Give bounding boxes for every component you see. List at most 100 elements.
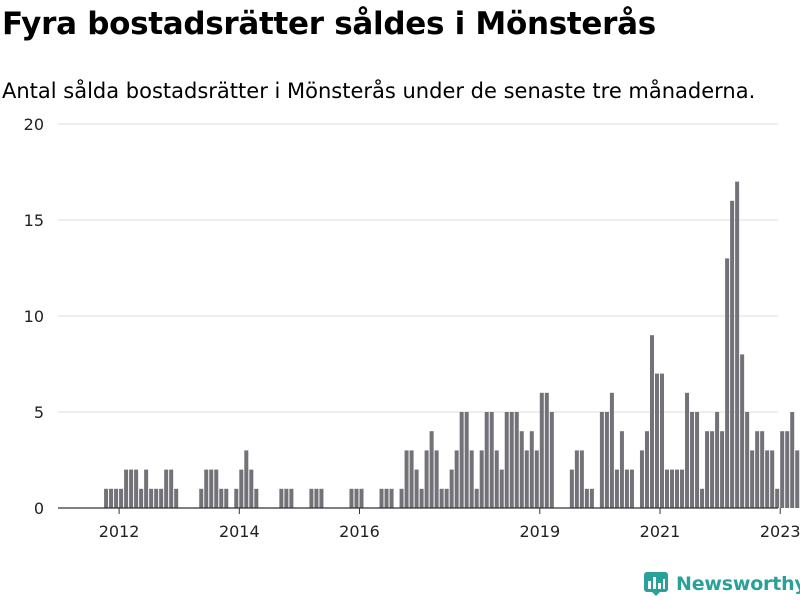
brand-name: Newsworthy bbox=[676, 573, 800, 595]
bar bbox=[509, 412, 514, 508]
bar bbox=[760, 431, 765, 508]
y-tick-label: 5 bbox=[34, 403, 44, 422]
bar bbox=[249, 469, 254, 508]
bar bbox=[459, 412, 464, 508]
bar bbox=[214, 469, 219, 508]
bar bbox=[750, 450, 755, 508]
bar bbox=[589, 488, 594, 508]
bar bbox=[239, 469, 244, 508]
newsworthy-logo-icon bbox=[644, 572, 668, 596]
bar bbox=[144, 469, 149, 508]
bar bbox=[579, 450, 584, 508]
bar bbox=[735, 181, 740, 508]
bar bbox=[619, 431, 624, 508]
bar bbox=[414, 469, 419, 508]
bar bbox=[574, 450, 579, 508]
bar bbox=[409, 450, 414, 508]
bar bbox=[309, 488, 314, 508]
y-tick-label: 20 bbox=[24, 115, 44, 134]
bar bbox=[654, 373, 659, 508]
bar bbox=[429, 431, 434, 508]
bar bbox=[379, 488, 384, 508]
bar bbox=[404, 450, 409, 508]
bar bbox=[359, 488, 364, 508]
bar bbox=[569, 469, 574, 508]
bar bbox=[434, 450, 439, 508]
bar bbox=[539, 392, 544, 508]
bar bbox=[770, 450, 775, 508]
chart-grid bbox=[58, 123, 778, 413]
bar bbox=[489, 412, 494, 508]
bar bbox=[254, 488, 259, 508]
bar bbox=[129, 469, 134, 508]
bar bbox=[705, 431, 710, 508]
bar bbox=[399, 488, 404, 508]
bar bbox=[114, 488, 119, 508]
bar bbox=[609, 392, 614, 508]
bar bbox=[775, 488, 780, 508]
chart-subtitle: Antal sålda bostadsrätter i Mönsterås un… bbox=[2, 79, 756, 103]
bar bbox=[224, 488, 229, 508]
x-tick-label: 2023 bbox=[760, 522, 800, 541]
bar bbox=[464, 412, 469, 508]
bar bbox=[204, 469, 209, 508]
chart-bars bbox=[104, 181, 800, 509]
bar bbox=[419, 488, 424, 508]
bar bbox=[219, 488, 224, 508]
page-title: Fyra bostadsrätter såldes i Mönsterås bbox=[2, 6, 656, 42]
bar bbox=[424, 450, 429, 508]
x-tick-label: 2016 bbox=[339, 522, 380, 541]
newsworthy-logo: Newsworthy bbox=[644, 570, 800, 598]
bar bbox=[479, 450, 484, 508]
bar bbox=[169, 469, 174, 508]
bar bbox=[124, 469, 129, 508]
bar bbox=[439, 488, 444, 508]
bar bbox=[725, 258, 730, 508]
bar bbox=[314, 488, 319, 508]
bar bbox=[284, 488, 289, 508]
bar bbox=[354, 488, 359, 508]
bar bbox=[319, 488, 324, 508]
bar bbox=[454, 450, 459, 508]
bar bbox=[534, 450, 539, 508]
bar bbox=[524, 450, 529, 508]
bar bbox=[584, 488, 589, 508]
bar bbox=[154, 488, 159, 508]
bar bbox=[174, 488, 179, 508]
bar bbox=[604, 412, 609, 508]
bar bbox=[599, 412, 604, 508]
bar bbox=[484, 412, 489, 508]
bar bbox=[109, 488, 114, 508]
bar bbox=[244, 450, 249, 508]
bar bbox=[659, 373, 664, 508]
bar bbox=[519, 431, 524, 508]
bar bbox=[690, 412, 695, 508]
bar bbox=[469, 450, 474, 508]
bar bbox=[504, 412, 509, 508]
bar bbox=[159, 488, 164, 508]
bar bbox=[685, 392, 690, 508]
bar bbox=[529, 431, 534, 508]
bar bbox=[134, 469, 139, 508]
bar bbox=[494, 450, 499, 508]
bar bbox=[780, 431, 785, 508]
bar bbox=[670, 469, 675, 508]
bar bbox=[755, 431, 760, 508]
bar bbox=[629, 469, 634, 508]
bar bbox=[730, 200, 735, 509]
bar bbox=[164, 469, 169, 508]
y-tick-label: 10 bbox=[24, 307, 44, 326]
bar bbox=[444, 488, 449, 508]
bar bbox=[449, 469, 454, 508]
bar bbox=[119, 488, 124, 508]
y-tick-label: 15 bbox=[24, 211, 44, 230]
bar bbox=[665, 469, 670, 508]
bar bbox=[795, 450, 800, 508]
bar bbox=[209, 469, 214, 508]
chart-axes bbox=[58, 507, 781, 514]
bar bbox=[199, 488, 204, 508]
bar bbox=[639, 450, 644, 508]
bar bbox=[745, 412, 750, 508]
y-tick-label: 0 bbox=[34, 499, 44, 518]
